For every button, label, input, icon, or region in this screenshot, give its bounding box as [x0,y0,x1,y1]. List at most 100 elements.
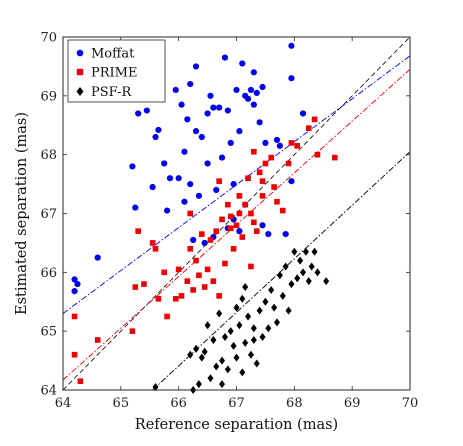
point-moffat [172,86,179,94]
point-psf-r [250,324,257,333]
point-psf-r [239,294,246,303]
point-prime [236,193,243,199]
point-psf-r [193,344,200,353]
point-prime [196,272,202,279]
point-psf-r [247,350,254,359]
point-prime [230,246,237,252]
point-moffat [164,207,171,214]
point-prime [204,266,211,273]
legend-label-psf-r: PSF-R [91,85,132,100]
point-prime [187,246,194,252]
point-prime [210,278,217,284]
legend-label-moffat: Moffat [91,47,135,62]
point-moffat [276,142,283,149]
point-psf-r [256,306,263,315]
point-psf-r [233,303,240,312]
point-prime [207,237,214,243]
point-prime [172,296,179,302]
point-prime [294,143,301,149]
point-moffat [204,110,211,117]
point-psf-r [230,341,237,350]
point-moffat [288,42,295,49]
point-moffat [210,104,217,111]
point-moffat [288,178,295,185]
point-psf-r [213,362,220,371]
point-prime [236,210,243,217]
point-psf-r [221,333,228,342]
point-prime [242,201,248,208]
point-psf-r [242,338,249,347]
point-moffat [207,92,214,99]
point-psf-r [288,280,295,289]
point-psf-r [224,365,231,374]
point-moffat [187,80,194,88]
y-tick-label: 70 [40,31,57,46]
point-moffat [288,75,295,82]
point-prime [77,378,84,384]
point-moffat [224,107,231,114]
identity-line [62,36,411,391]
point-psf-r [195,380,202,389]
point-prime [233,222,240,229]
point-moffat [149,183,156,191]
point-psf-r [308,262,315,271]
point-moffat [230,180,237,188]
point-prime [271,184,277,190]
point-moffat [236,128,243,135]
point-psf-r [282,262,289,271]
point-moffat [201,239,208,247]
point-moffat [178,101,185,108]
point-psf-r [268,285,275,294]
point-prime [216,178,222,184]
point-psf-r [314,268,321,277]
point-prime [222,260,228,267]
point-moffat [71,276,78,283]
point-psf-r [207,374,214,383]
point-moffat [216,104,223,111]
point-moffat [166,175,174,182]
point-prime [227,225,234,232]
point-psf-r [219,380,226,389]
point-moffat [233,86,240,94]
point-psf-r [302,247,309,256]
point-prime [161,269,168,276]
point-moffat [192,63,200,70]
point-prime [251,219,257,226]
point-prime [248,263,254,270]
point-psf-r [305,277,312,286]
point-prime [305,125,312,131]
legend-box [67,39,166,103]
point-prime [190,287,196,293]
point-prime [245,175,251,181]
point-moffat [195,192,203,199]
point-moffat [250,101,257,108]
point-prime [149,240,156,246]
point-prime [155,296,162,302]
point-psf-r [259,333,266,342]
point-moffat [256,119,263,126]
point-prime [311,116,318,123]
point-psf-r [233,353,240,362]
point-psf-r [265,324,272,333]
point-psf-r [239,368,246,377]
point-moffat [129,163,136,170]
point-psf-r [227,327,234,336]
x-tick-label: 67 [228,396,245,411]
point-moffat [152,133,159,141]
point-moffat [204,160,211,167]
point-prime [152,246,159,252]
point-prime [314,151,321,158]
point-moffat [187,180,194,188]
point-psf-r [294,274,301,283]
point-psf-r [271,303,278,312]
point-moffat [236,228,243,235]
point-psf-r [198,353,205,362]
point-moffat [184,116,191,123]
x-tick-label: 64 [55,396,72,411]
point-prime [94,337,101,343]
y-axis-label: Estimated separation (mas) [14,112,30,315]
point-prime [71,313,78,320]
point-psf-r [152,383,159,392]
point-moffat [132,204,139,211]
